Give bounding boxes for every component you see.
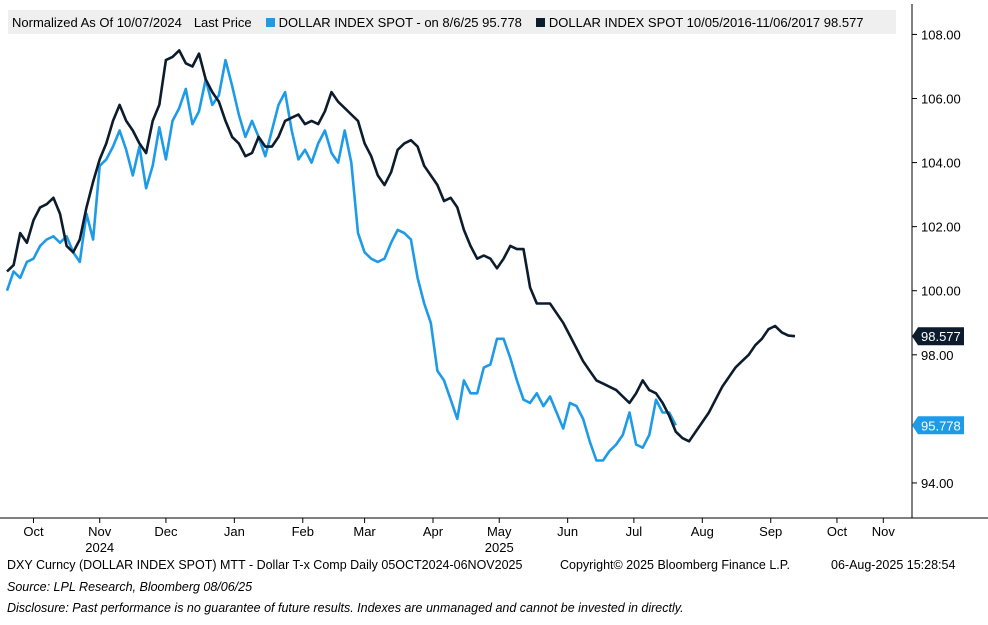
x-tick-label: Oct — [827, 524, 848, 539]
x-year-label: 2025 — [485, 540, 514, 555]
last-value-tag-text: 98.577 — [921, 329, 961, 344]
y-tick-label: 98.00 — [921, 348, 954, 363]
last-value-tag-2016-2017: 98.577 — [912, 327, 964, 346]
legend-swatch-series-b — [535, 17, 545, 27]
series-line-2025 — [5, 58, 677, 462]
disclosure-text: Disclosure: Past performance is no guara… — [7, 601, 684, 615]
x-tick-label: Oct — [23, 524, 44, 539]
line-chart: 108.00 106.00 104.00 102.00 100.00 98.00 94.00… — [0, 4, 988, 555]
last-price-label: Last Price — [193, 14, 252, 30]
copyright-text: Copyright© 2025 Bloomberg Finance L.P. — [560, 558, 790, 572]
timestamp-text: 06-Aug-2025 15:28:54 — [831, 558, 956, 572]
series-line-2016-2017 — [6, 49, 796, 443]
ticker-line: DXY Curncy (DOLLAR INDEX SPOT) MTT - Dol… — [7, 558, 523, 572]
y-tick-label: 100.00 — [921, 284, 961, 299]
y-tick-label: 104.00 — [921, 156, 961, 171]
y-tick-label: 102.00 — [921, 220, 961, 235]
x-tick-label: Jan — [224, 524, 245, 539]
x-tick-label: Jun — [557, 524, 578, 539]
last-value-tag-bg — [912, 416, 964, 435]
legend-label-series-b: DOLLAR INDEX SPOT 10/05/2016-11/06/2017 … — [548, 14, 864, 30]
y-tick-label: 94.00 — [921, 476, 954, 491]
x-tick-label: Nov — [88, 524, 112, 539]
chart-legend: Normalized As Of 10/07/2024 Last Price D… — [8, 10, 896, 34]
y-tick-label: 108.00 — [921, 27, 961, 42]
x-tick-label: Nov — [872, 524, 896, 539]
x-tick-label: Apr — [423, 524, 444, 539]
normalized-label: Normalized As Of 10/07/2024 — [12, 14, 182, 30]
x-tick-label: Sep — [759, 524, 782, 539]
y-tick-label: 106.00 — [921, 92, 961, 107]
legend-label-series-a: DOLLAR INDEX SPOT - on 8/6/25 95.778 — [278, 14, 522, 30]
last-value-tag-bg — [912, 327, 964, 346]
last-value-tag-text: 95.778 — [921, 418, 961, 433]
legend-swatch-series-a — [265, 17, 275, 27]
x-year-label: 2024 — [85, 540, 114, 555]
last-value-tag-2025: 95.778 — [912, 416, 964, 435]
x-tick-label: May — [487, 524, 512, 539]
source-text: Source: LPL Research, Bloomberg 08/06/25 — [7, 580, 253, 594]
x-tick-label: Mar — [353, 524, 376, 539]
x-tick-label: Jul — [626, 524, 643, 539]
chart-area: 108.00 106.00 104.00 102.00 100.00 98.00 94.00… — [0, 4, 988, 555]
x-tick-label: Feb — [292, 524, 314, 539]
x-tick-label: Aug — [691, 524, 714, 539]
x-tick-label: Dec — [154, 524, 178, 539]
